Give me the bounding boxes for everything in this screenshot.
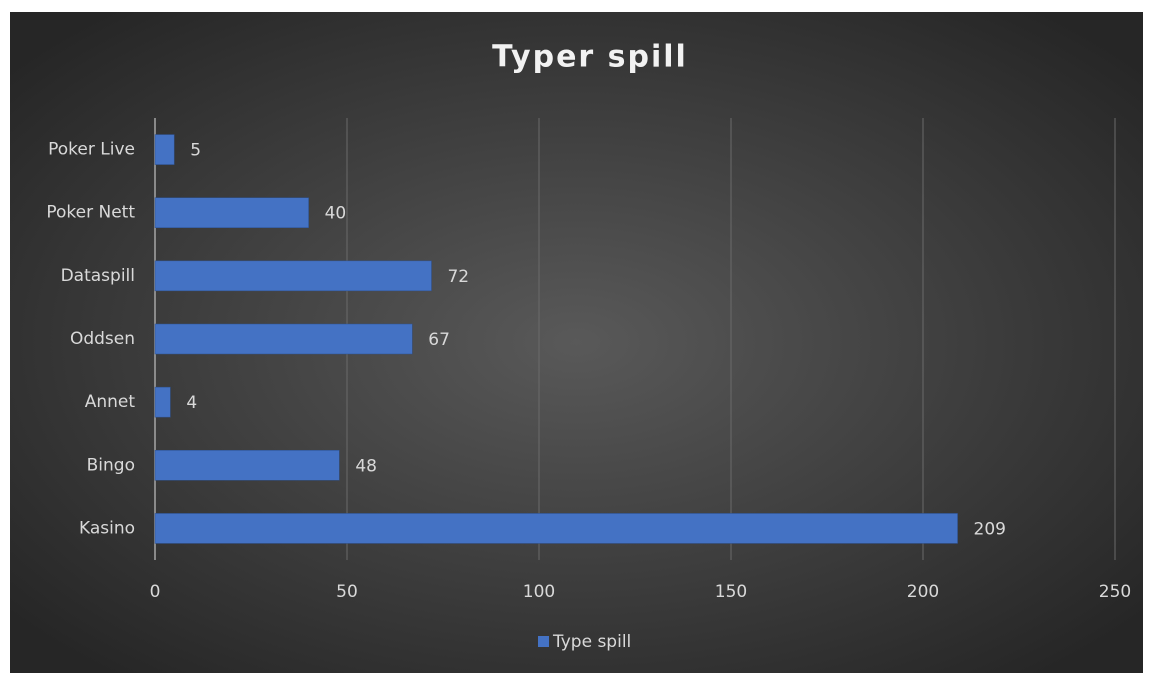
x-tick-label: 250: [1099, 582, 1131, 602]
bar: [154, 450, 340, 481]
y-tick-label: Oddsen: [70, 329, 135, 349]
y-tick-label: Dataspill: [61, 266, 135, 286]
legend-swatch: [538, 636, 549, 647]
x-tick-label: 200: [907, 582, 939, 602]
bar: [154, 260, 432, 292]
x-tick-label: 100: [523, 582, 555, 602]
bar: [154, 323, 413, 355]
x-tick-label: 50: [336, 582, 358, 602]
y-tick-label: Kasino: [79, 518, 135, 538]
y-tick-label: Bingo: [87, 455, 135, 475]
bar: [154, 513, 958, 544]
data-label: 67: [428, 330, 450, 350]
legend-label: Type spill: [552, 632, 631, 652]
bar: [154, 197, 309, 228]
bar: [154, 134, 175, 165]
data-label: 5: [190, 141, 201, 161]
bar: [154, 386, 171, 418]
y-tick-label: Poker Nett: [46, 203, 135, 223]
chart-title: Typer spill: [492, 40, 688, 75]
data-label: 4: [186, 393, 197, 413]
data-label: 209: [974, 519, 1006, 539]
x-tick-label: 0: [150, 582, 161, 602]
data-label: 48: [355, 456, 377, 476]
data-label: 72: [447, 267, 469, 287]
data-label: 40: [325, 204, 347, 224]
x-tick-label: 150: [715, 582, 747, 602]
y-tick-label: Poker Live: [48, 140, 135, 160]
y-tick-label: Annet: [85, 392, 136, 412]
